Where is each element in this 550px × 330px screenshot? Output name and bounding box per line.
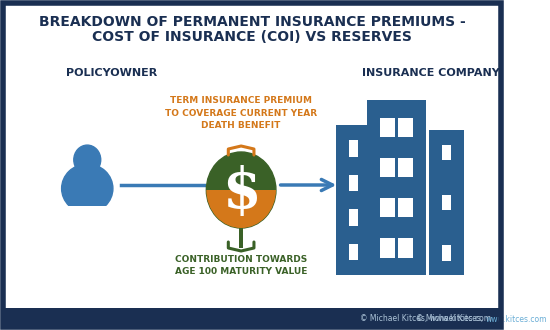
Text: www.kitces.com: www.kitces.com: [486, 314, 547, 323]
Ellipse shape: [62, 164, 113, 213]
FancyBboxPatch shape: [429, 130, 464, 275]
Text: $: $: [222, 166, 261, 220]
FancyBboxPatch shape: [239, 226, 244, 248]
FancyBboxPatch shape: [337, 125, 371, 275]
FancyBboxPatch shape: [398, 238, 413, 257]
FancyBboxPatch shape: [349, 175, 358, 191]
FancyBboxPatch shape: [379, 117, 394, 137]
Text: © Michael Kitces,: © Michael Kitces,: [416, 314, 486, 323]
FancyBboxPatch shape: [349, 244, 358, 260]
FancyBboxPatch shape: [55, 206, 119, 241]
Text: BREAKDOWN OF PERMANENT INSURANCE PREMIUMS -: BREAKDOWN OF PERMANENT INSURANCE PREMIUM…: [39, 15, 465, 29]
Text: POLICYOWNER: POLICYOWNER: [66, 68, 157, 78]
FancyBboxPatch shape: [398, 158, 413, 177]
Text: © Michael Kitces, www.kitces.com: © Michael Kitces, www.kitces.com: [360, 314, 491, 323]
FancyBboxPatch shape: [379, 238, 394, 257]
FancyBboxPatch shape: [379, 158, 394, 177]
Text: COST OF INSURANCE (COI) VS RESERVES: COST OF INSURANCE (COI) VS RESERVES: [92, 30, 412, 44]
FancyBboxPatch shape: [442, 245, 450, 260]
Text: CONTRIBUTION TOWARDS
AGE 100 MATURITY VALUE: CONTRIBUTION TOWARDS AGE 100 MATURITY VA…: [175, 255, 307, 277]
Circle shape: [206, 152, 276, 228]
FancyBboxPatch shape: [442, 145, 450, 160]
Text: INSURANCE COMPANY: INSURANCE COMPANY: [362, 68, 500, 78]
Text: TERM INSURANCE PREMIUM
TO COVERAGE CURRENT YEAR
DEATH BENEFIT: TERM INSURANCE PREMIUM TO COVERAGE CURRE…: [165, 96, 317, 130]
FancyBboxPatch shape: [349, 209, 358, 225]
Circle shape: [74, 145, 101, 175]
FancyBboxPatch shape: [3, 308, 501, 327]
FancyBboxPatch shape: [367, 100, 426, 275]
FancyBboxPatch shape: [379, 198, 394, 217]
FancyBboxPatch shape: [398, 198, 413, 217]
FancyBboxPatch shape: [442, 194, 450, 211]
Wedge shape: [206, 190, 276, 228]
FancyBboxPatch shape: [398, 117, 413, 137]
FancyBboxPatch shape: [349, 140, 358, 156]
